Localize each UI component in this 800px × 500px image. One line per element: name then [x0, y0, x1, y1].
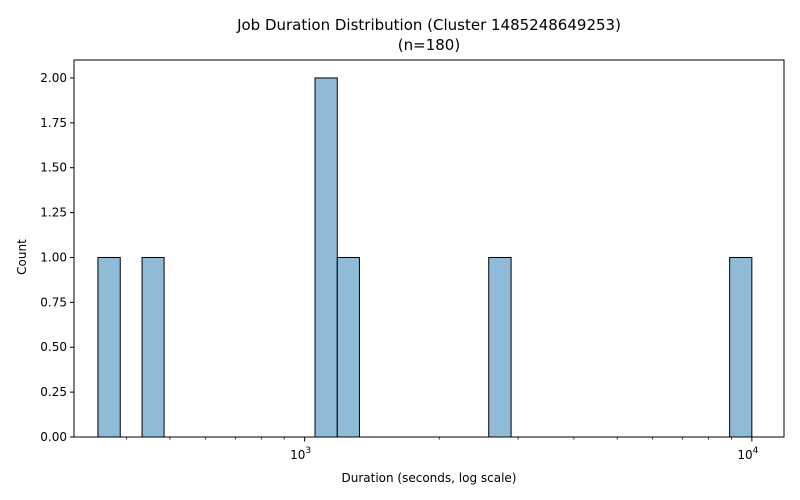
- y-tick-label: 1.00: [40, 250, 67, 264]
- plot-frame: [73, 59, 785, 438]
- histogram-bar-5: [729, 256, 753, 438]
- histogram-bar-2: [314, 77, 338, 438]
- y-tick-label: 1.75: [40, 116, 67, 130]
- y-axis-label: Count: [15, 239, 29, 275]
- y-tick-label: 1.25: [40, 206, 67, 220]
- x-axis-ticks: 103 104: [126, 437, 759, 462]
- x-tick-label: 103: [290, 446, 311, 462]
- y-tick-label: 0.50: [40, 340, 67, 354]
- chart-subtitle: (n=180): [398, 36, 460, 54]
- histogram-bar-3: [336, 256, 360, 438]
- histogram-bar-4: [488, 256, 512, 438]
- x-axis-label: Duration (seconds, log scale): [341, 471, 516, 485]
- y-axis-ticks: 0.00 0.25 0.50 0.75 1.00 1.25 1.50 1.75 2.00: [40, 71, 74, 444]
- y-tick-label: 1.50: [40, 161, 67, 175]
- y-tick-label: 2.00: [40, 71, 67, 85]
- x-tick-label: 104: [737, 446, 758, 462]
- y-tick-label: 0.00: [40, 430, 67, 444]
- chart-title: Job Duration Distribution (Cluster 14852…: [236, 16, 621, 34]
- histogram-bar-1: [141, 256, 165, 438]
- y-tick-label: 0.25: [40, 385, 67, 399]
- y-tick-label: 0.75: [40, 295, 67, 309]
- histogram-bar-0: [97, 256, 121, 438]
- bars-group: [97, 77, 753, 438]
